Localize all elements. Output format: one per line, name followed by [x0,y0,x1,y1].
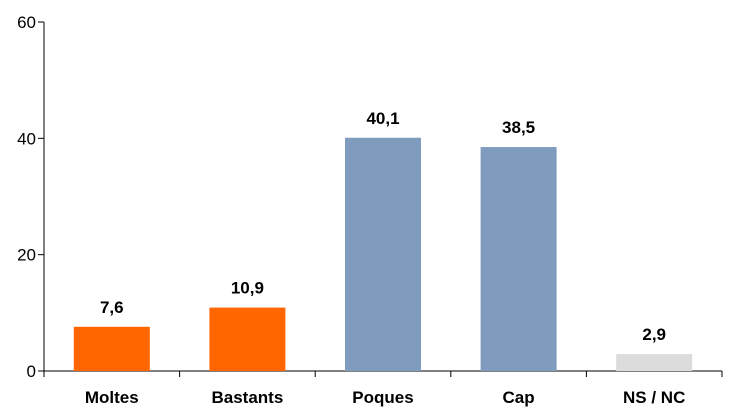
data-label: 38,5 [502,118,535,137]
x-category-label: Moltes [85,388,139,407]
y-tick-label: 20 [17,246,36,265]
bars [73,137,693,371]
bar-moltes [73,326,150,371]
x-category-label: NS / NC [623,388,685,407]
x-category-label: Cap [503,388,535,407]
data-label: 10,9 [231,279,264,298]
bar-bastants [209,307,286,371]
bar-ns-nc [616,354,693,371]
data-label: 7,6 [100,298,124,317]
x-category-label: Bastants [211,388,283,407]
y-tick-label: 40 [17,129,36,148]
y-tick-label: 0 [27,362,36,381]
data-label: 2,9 [642,325,666,344]
bar-poques [345,137,421,371]
axes: 0 20 40 60 Moltes Bastants Poques Cap NS / NC [17,13,723,407]
data-labels: 7,6 10,9 40,1 38,5 2,9 [100,109,666,344]
x-category-label: Poques [352,388,413,407]
data-label: 40,1 [366,109,399,128]
bar-cap [480,147,557,371]
y-tick-label: 60 [17,13,36,32]
